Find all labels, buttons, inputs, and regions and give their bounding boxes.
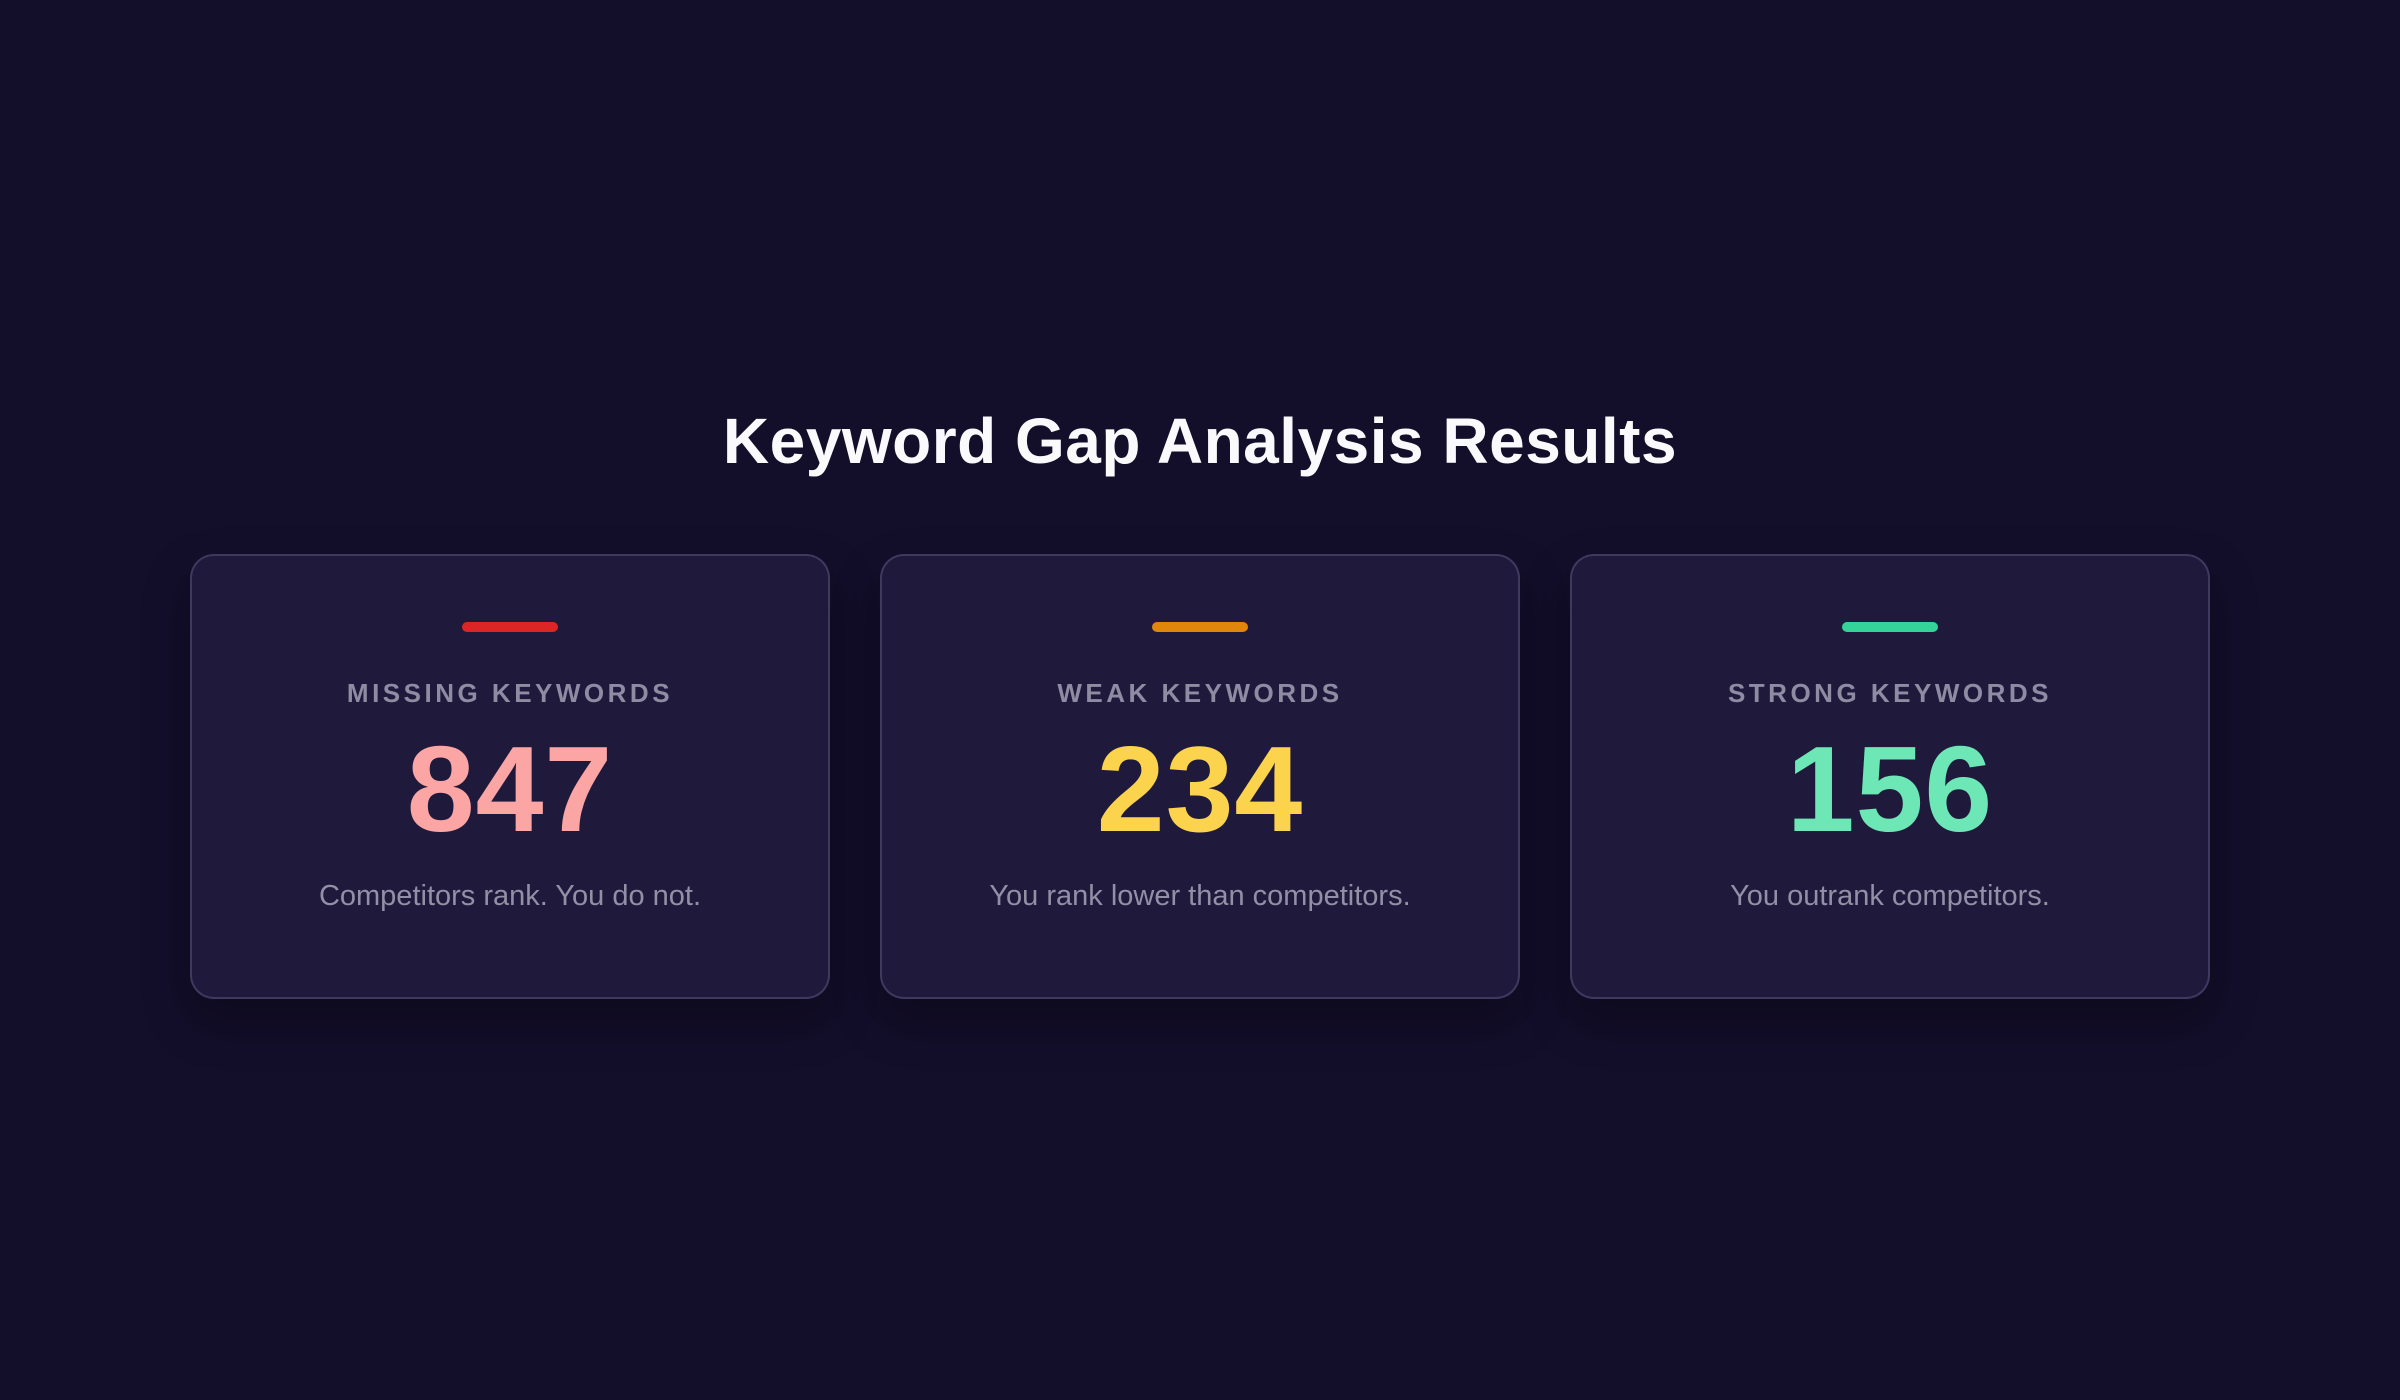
- missing-keywords-accent-bar: [462, 622, 558, 632]
- strong-keywords-description: You outrank competitors.: [1730, 880, 2050, 912]
- strong-keywords-accent-bar: [1842, 622, 1938, 632]
- weak-keywords-value: 234: [1096, 721, 1304, 857]
- weak-keywords-description: You rank lower than competitors.: [989, 880, 1411, 912]
- weak-keywords-label: WEAK KEYWORDS: [1057, 678, 1343, 708]
- missing-keywords-label: MISSING KEYWORDS: [346, 678, 674, 708]
- stat-cards-row: MISSING KEYWORDS 847 Competitors rank. Y…: [0, 554, 2400, 999]
- strong-keywords-card: STRONG KEYWORDS 156 You outrank competit…: [1570, 554, 2210, 999]
- strong-keywords-value: 156: [1786, 721, 1994, 857]
- missing-keywords-description: Competitors rank. You do not.: [318, 880, 702, 912]
- strong-keywords-label: STRONG KEYWORDS: [1727, 678, 2053, 708]
- weak-keywords-card: WEAK KEYWORDS 234 You rank lower than co…: [880, 554, 1520, 999]
- weak-keywords-accent-bar: [1152, 622, 1248, 632]
- missing-keywords-value: 847: [406, 721, 614, 857]
- page-title: Keyword Gap Analysis Results: [722, 405, 1678, 477]
- missing-keywords-card: MISSING KEYWORDS 847 Competitors rank. Y…: [190, 554, 830, 999]
